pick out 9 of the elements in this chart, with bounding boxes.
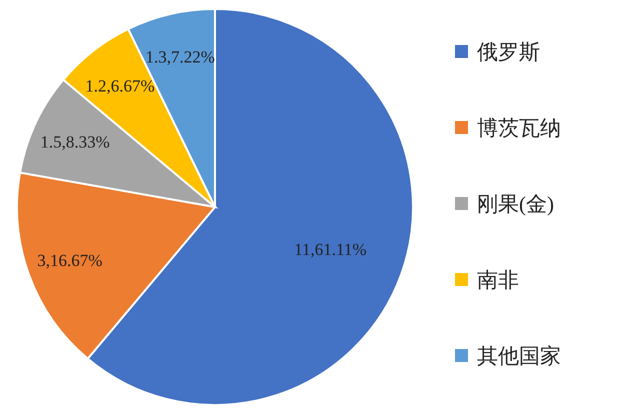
data-label: 1.2,6.67% [85,76,155,96]
legend-label: 俄罗斯 [477,40,540,64]
legend-label: 刚果(金) [477,192,554,216]
data-label: 1.5,8.33% [40,132,110,152]
data-label: 3,16.67% [37,250,102,270]
legend-label: 其他国家 [477,344,561,368]
legend-label: 南非 [477,268,519,292]
legend-label: 博茨瓦纳 [477,116,561,140]
data-label: 11,61.11% [294,240,367,259]
